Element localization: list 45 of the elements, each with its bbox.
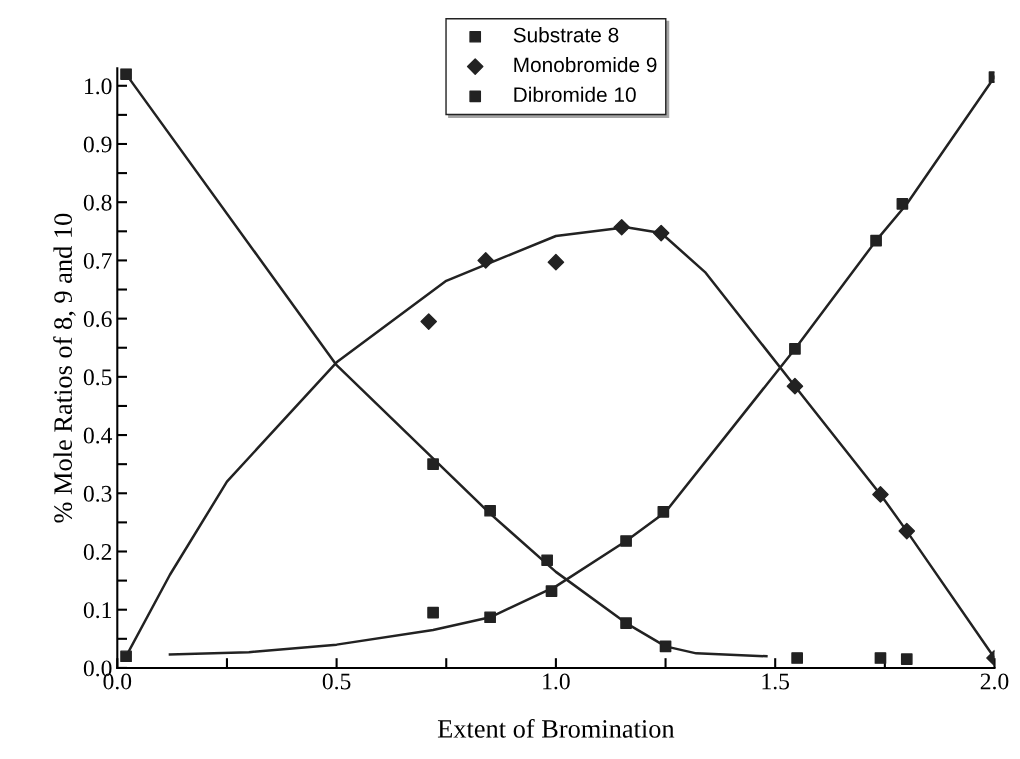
legend-label: Monobromide 9 [514, 56, 657, 73]
x-tick-label: 1.5 [762, 673, 790, 690]
point [620, 617, 632, 629]
point [786, 377, 804, 395]
point [541, 554, 553, 567]
point [545, 585, 558, 597]
y-tick-label: 1.0 [85, 78, 112, 95]
point [898, 522, 916, 540]
x-tick-label: 2.0 [980, 673, 1009, 690]
point [620, 535, 632, 547]
x-axis-title: Extent of Bromination [437, 718, 675, 738]
point [789, 343, 801, 355]
y-tick-label: 0.2 [83, 543, 112, 561]
y-axis-title: % Mole Ratios of 8, 9 and 10 [53, 213, 76, 523]
point [484, 504, 496, 517]
y-tick-label: 0.8 [83, 194, 112, 211]
y-tick-label: 0.7 [83, 252, 112, 269]
point [120, 650, 132, 663]
point [427, 458, 439, 471]
legend-label: Dibromide 10 [514, 86, 636, 103]
point [484, 611, 496, 624]
y-tick-label: 0.4 [83, 427, 113, 444]
point [900, 653, 913, 666]
y-tick-label: 0.9 [83, 136, 112, 153]
x-tick-label: 0.5 [322, 673, 351, 690]
y-tick-label: 0.3 [83, 485, 112, 502]
point [420, 313, 438, 330]
y-tick-label: 0.6 [83, 311, 112, 328]
point [652, 224, 670, 242]
point [659, 640, 672, 653]
point [477, 252, 495, 269]
point [870, 234, 882, 247]
point [427, 606, 439, 619]
point [547, 253, 565, 271]
legend-label: Substrate 8 [513, 27, 619, 43]
point [872, 486, 889, 503]
point [120, 68, 132, 80]
y-tick-label: 0.1 [83, 602, 112, 619]
point [896, 198, 909, 210]
y-tick-label: 0.5 [83, 369, 112, 386]
point [791, 652, 803, 664]
point [874, 652, 887, 664]
point [657, 506, 670, 518]
point [613, 218, 630, 236]
x-tick-label: 1.0 [543, 673, 570, 690]
